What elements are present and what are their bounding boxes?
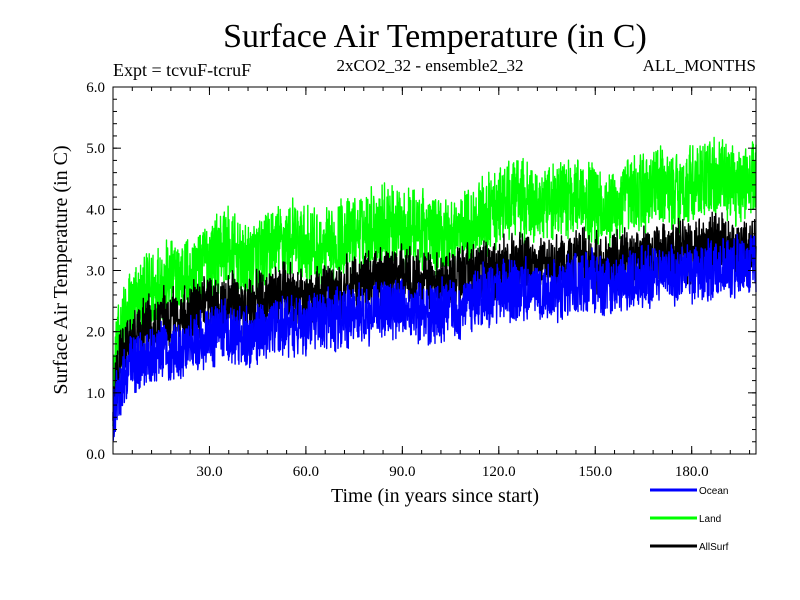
x-tick-label: 120.0 [482, 464, 516, 480]
y-tick-label: 4.0 [86, 202, 105, 218]
legend-label-land: Land [699, 514, 721, 525]
y-tick-label: 3.0 [86, 264, 105, 280]
series-line-land [112, 136, 757, 427]
y-tick-label: 6.0 [86, 80, 105, 96]
x-tick-label: 180.0 [675, 464, 709, 480]
y-tick-label: 1.0 [86, 386, 105, 402]
x-tick-label: 30.0 [196, 464, 222, 480]
y-tick-label: 0.0 [86, 447, 105, 463]
series-line-ocean [112, 233, 757, 442]
legend: Ocean Land AllSurf [650, 486, 729, 553]
experiment-label: Expt = tcvuF-tcruF [113, 60, 251, 80]
legend-label-allsurf: AllSurf [699, 542, 729, 553]
y-axis: 0.0 1.0 2.0 3.0 4.0 5.0 6.0 [86, 80, 756, 463]
y-tick-label: 5.0 [86, 141, 105, 157]
legend-label-ocean: Ocean [699, 486, 728, 497]
x-axis-label: Time (in years since start) [331, 485, 539, 507]
x-tick-label: 90.0 [389, 464, 415, 480]
x-tick-label: 150.0 [578, 464, 612, 480]
x-axis: 30.0 60.0 90.0 120.0 150.0 180.0 [131, 87, 751, 480]
y-tick-label: 2.0 [86, 325, 105, 341]
x-tick-label: 60.0 [293, 464, 319, 480]
chart-title: Surface Air Temperature (in C) [223, 18, 647, 55]
ensemble-label: 2xCO2_32 - ensemble2_32 [337, 56, 524, 75]
series-layer [112, 136, 757, 442]
y-axis-label: Surface Air Temperature (in C) [50, 145, 72, 394]
months-label: ALL_MONTHS [643, 56, 756, 75]
